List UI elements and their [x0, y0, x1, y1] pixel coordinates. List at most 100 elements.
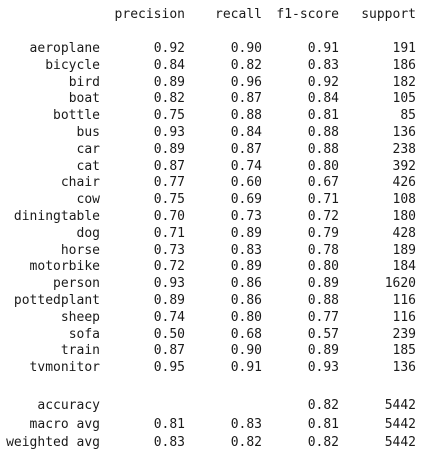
- class-row: bird 0.89 0.96 0.92 182: [0, 73, 428, 93]
- class-row: pottedplant 0.89 0.86 0.88 116: [0, 291, 428, 311]
- class-label: cat: [76, 158, 100, 174]
- support-value: 136: [392, 125, 416, 140]
- header-row: precision recall f1-score support: [0, 5, 428, 25]
- class-row: cat 0.87 0.74 0.80 392: [0, 157, 428, 177]
- support-value: 186: [392, 57, 416, 73]
- support-value: 180: [392, 209, 416, 224]
- precision-value: 0.83: [153, 435, 185, 451]
- f1-score-value: 0.82: [307, 398, 339, 413]
- recall-value: 0.74: [230, 158, 262, 174]
- f1-score-value: 0.67: [307, 175, 339, 191]
- recall-value: 0.68: [230, 326, 262, 342]
- support-value: 85: [400, 108, 416, 124]
- class-label: dog: [76, 225, 100, 241]
- precision-value: 0.81: [153, 416, 185, 432]
- precision-value: 0.87: [153, 158, 185, 174]
- support-value: 5442: [384, 398, 416, 413]
- class-label: chair: [60, 175, 100, 191]
- class-label: car: [76, 141, 100, 157]
- class-row: car 0.89 0.87 0.88 238: [0, 140, 428, 160]
- class-row: bus 0.93 0.84 0.88 136: [0, 123, 428, 143]
- class-label: bird: [68, 74, 100, 90]
- support-value: 184: [392, 259, 416, 275]
- f1-score-value: 0.57: [307, 326, 339, 342]
- support-value: 136: [392, 360, 416, 376]
- support-value: 426: [392, 175, 416, 191]
- f1-score-value: 0.88: [307, 293, 339, 308]
- class-label: bicycle: [45, 57, 100, 73]
- class-row: chair 0.77 0.60 0.67 426: [0, 173, 428, 193]
- precision-value: 0.72: [153, 259, 185, 275]
- recall-value: 0.86: [230, 276, 262, 292]
- recall-value: 0.90: [230, 343, 262, 359]
- f1-score-value: 0.83: [307, 57, 339, 73]
- recall-value: 0.84: [230, 125, 262, 140]
- header-precision: precision: [114, 7, 185, 22]
- recall-value: 0.87: [230, 91, 262, 107]
- class-row: horse 0.73 0.83 0.78 189: [0, 241, 428, 261]
- recall-value: 0.60: [230, 175, 262, 191]
- recall-value: 0.73: [230, 209, 262, 224]
- precision-value: 0.50: [153, 326, 185, 342]
- precision-value: 0.93: [153, 125, 185, 140]
- precision-value: 0.71: [153, 225, 185, 241]
- precision-value: 0.75: [153, 108, 185, 124]
- recall-value: 0.69: [230, 192, 262, 208]
- header-recall: recall: [215, 7, 262, 22]
- f1-score-value: 0.89: [307, 343, 339, 359]
- class-label: motorbike: [29, 259, 100, 275]
- class-row: person 0.93 0.86 0.89 1620: [0, 274, 428, 294]
- support-value: 105: [392, 91, 416, 107]
- f1-score-value: 0.88: [307, 141, 339, 157]
- support-value: 1620: [384, 276, 416, 292]
- f1-score-value: 0.93: [307, 360, 339, 376]
- support-value: 116: [392, 309, 416, 325]
- f1-score-value: 0.72: [307, 209, 339, 224]
- precision-value: 0.82: [153, 91, 185, 107]
- class-row: sofa 0.50 0.68 0.57 239: [0, 325, 428, 345]
- f1-score-value: 0.80: [307, 158, 339, 174]
- f1-score-value: 0.81: [307, 108, 339, 124]
- class-label: tvmonitor: [29, 360, 100, 376]
- class-row: sheep 0.74 0.80 0.77 116: [0, 308, 428, 328]
- header-f1-score: f1-score: [276, 7, 339, 22]
- class-label: bottle: [53, 108, 100, 124]
- recall-value: 0.96: [230, 74, 262, 90]
- support-value: 392: [392, 158, 416, 174]
- precision-value: 0.77: [153, 175, 185, 191]
- recall-value: 0.89: [230, 259, 262, 275]
- class-row: train 0.87 0.90 0.89 185: [0, 341, 428, 361]
- precision-value: 0.89: [153, 293, 185, 308]
- f1-score-value: 0.91: [307, 41, 339, 56]
- summary-row: accuracy 0.82 5442: [0, 396, 428, 416]
- f1-score-value: 0.79: [307, 225, 339, 241]
- class-row: diningtable 0.70 0.73 0.72 180: [0, 207, 428, 227]
- recall-value: 0.86: [230, 293, 262, 308]
- recall-value: 0.88: [230, 108, 262, 124]
- f1-score-value: 0.92: [307, 74, 339, 90]
- summary-row: weighted avg 0.83 0.82 0.82 5442: [0, 433, 428, 453]
- f1-score-value: 0.89: [307, 276, 339, 292]
- class-row: tvmonitor 0.95 0.91 0.93 136: [0, 358, 428, 378]
- class-label: cow: [76, 192, 100, 208]
- precision-value: 0.87: [153, 343, 185, 359]
- support-value: 5442: [384, 435, 416, 451]
- precision-value: 0.75: [153, 192, 185, 208]
- class-row: cow 0.75 0.69 0.71 108: [0, 190, 428, 210]
- f1-score-value: 0.78: [307, 242, 339, 258]
- f1-score-value: 0.81: [307, 416, 339, 432]
- class-label: person: [53, 276, 100, 292]
- class-label: accuracy: [37, 398, 100, 413]
- summary-row: macro avg 0.81 0.83 0.81 5442: [0, 415, 428, 435]
- class-label: horse: [60, 242, 100, 258]
- f1-score-value: 0.88: [307, 125, 339, 140]
- class-row: bottle 0.75 0.88 0.81 85: [0, 106, 428, 126]
- precision-value: 0.89: [153, 74, 185, 90]
- recall-value: 0.82: [230, 57, 262, 73]
- recall-value: 0.91: [230, 360, 262, 376]
- class-label: diningtable: [13, 209, 100, 224]
- class-row: bicycle 0.84 0.82 0.83 186: [0, 56, 428, 76]
- precision-value: 0.70: [153, 209, 185, 224]
- recall-value: 0.80: [230, 309, 262, 325]
